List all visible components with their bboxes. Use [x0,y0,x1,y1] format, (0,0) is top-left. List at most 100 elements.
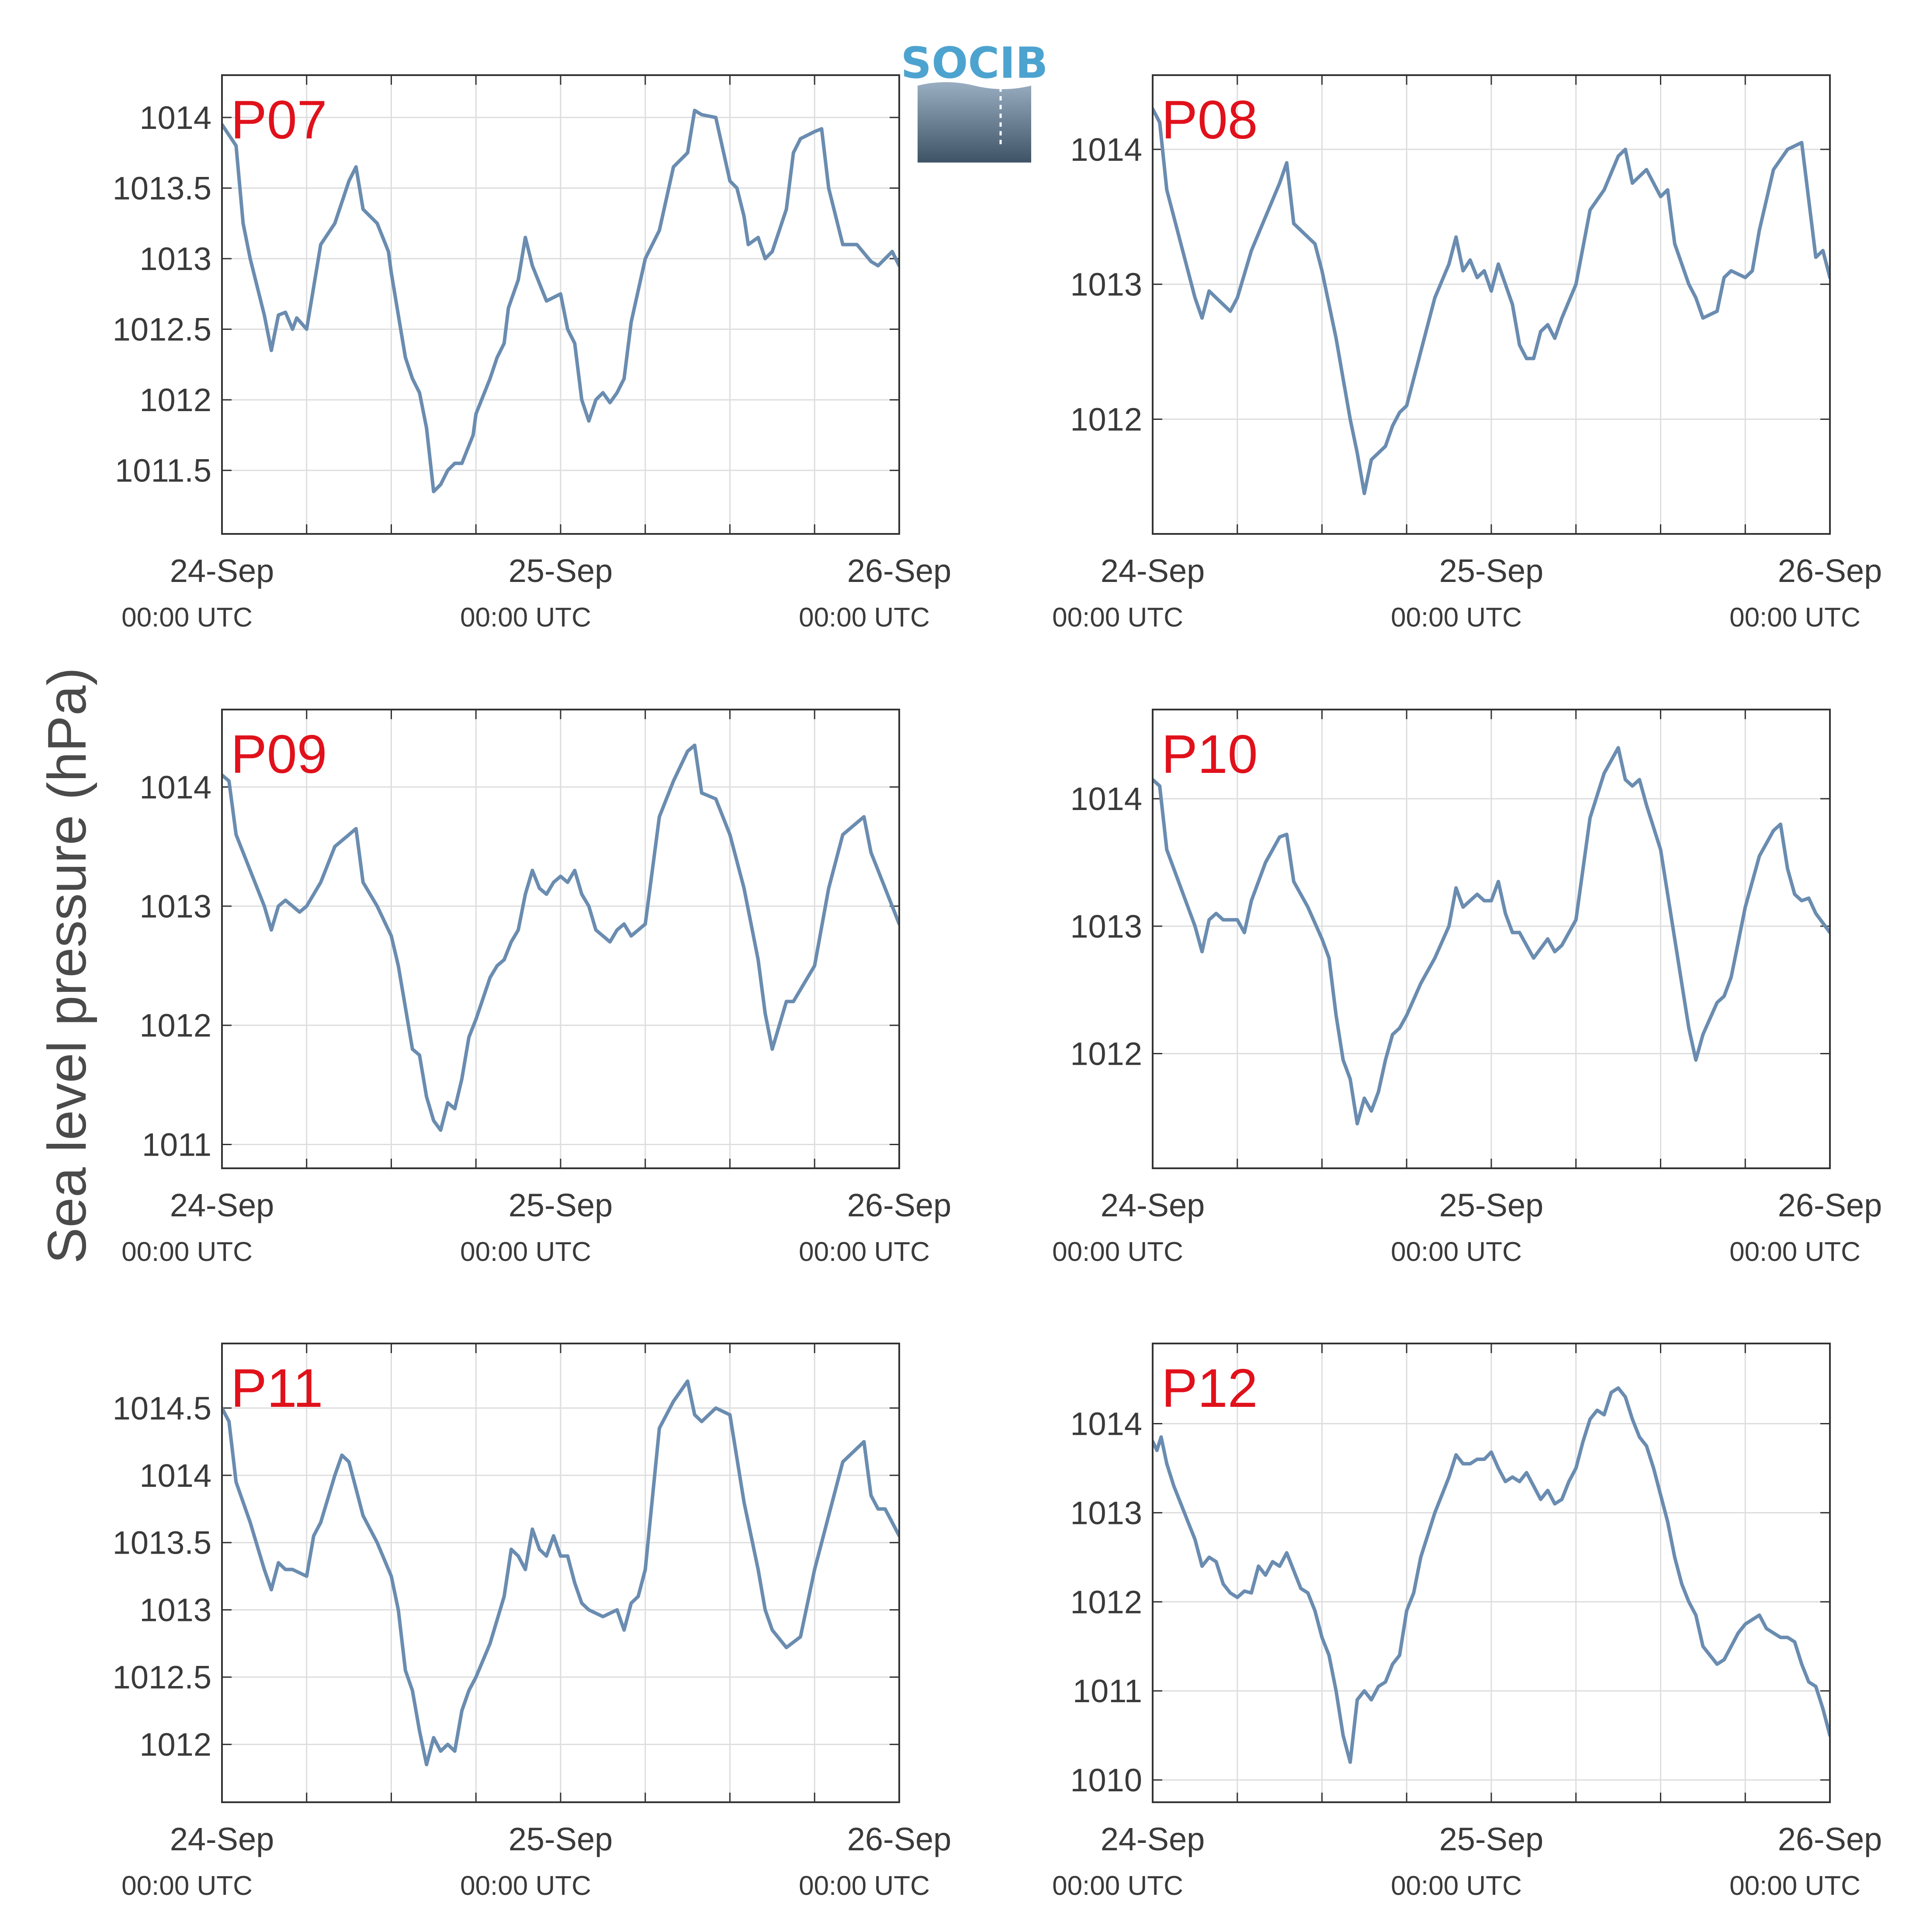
horizontal-gridlines [1153,1423,1830,1781]
logo-wordmark: SOCIB [901,38,1048,88]
panel-label: P10 [1161,724,1258,785]
plot-frame [221,74,900,535]
x-tick-date-label: 25-Sep [509,1821,613,1857]
x-tick-time-label: 00:00 UTC [121,1871,253,1901]
y-tick-label: 1014 [139,1458,211,1494]
x-tick-time-label: 00:00 UTC [121,602,253,633]
y-tick-label: 1013 [1070,267,1142,303]
y-tick-label: 1012 [139,382,211,418]
panels: 1011.5 1012 1012.5 1013 1013.5 1014 24-Sep 00:0… [113,74,1882,1901]
vertical-gridlines [306,75,815,534]
y-tick-label: 1014 [139,769,211,805]
x-tick-date-label: 26-Sep [847,1821,952,1857]
x-tick-time-label: 00:00 UTC [799,602,930,633]
plot-frame [221,709,900,1169]
plot-frame [1152,74,1831,535]
x-tick-date-label: 26-Sep [1778,1187,1882,1223]
x-tick-date-label: 26-Sep [1778,553,1882,589]
horizontal-gridlines [222,786,899,1145]
x-tick-time-label: 00:00 UTC [1729,1237,1861,1267]
y-tick-label: 1012 [1070,402,1142,438]
x-tick-time-label: 00:00 UTC [1052,602,1183,633]
x-tick-time-label: 00:00 UTC [799,1871,930,1901]
y-tick-label: 1014 [1070,132,1142,168]
y-tick-label: 1013 [1070,1495,1142,1531]
x-tick-date-label: 26-Sep [847,553,952,589]
x-tick-date-label: 25-Sep [509,1187,613,1223]
y-tick-label: 1013.5 [113,170,211,206]
x-tick-date-label: 24-Sep [170,553,274,589]
x-tick-time-label: 00:00 UTC [1729,1871,1861,1901]
panel-p12: 1010 1011 1012 1013 1014 24-Sep 00:00 UTC 25-Se… [1052,1343,1882,1901]
vertical-gridlines [1237,75,1746,534]
series-line [222,108,899,494]
series-line [222,1379,899,1766]
y-tick-label: 1013 [139,241,211,277]
y-tick-label: 1010 [1070,1762,1142,1798]
x-tick-time-label: 00:00 UTC [460,1237,591,1267]
x-tick-date-label: 25-Sep [1439,1187,1544,1223]
y-tick-label: 1011 [1073,1673,1142,1709]
y-tick-label: 1013 [139,888,211,924]
plot-frame [1152,709,1831,1169]
panel-label: P12 [1161,1358,1258,1419]
series-line [1153,107,1830,495]
y-tick-label: 1014 [139,100,211,136]
x-tick-date-label: 26-Sep [1778,1821,1882,1857]
x-tick-date-label: 24-Sep [1101,1187,1205,1223]
y-tick-label: 1014 [1070,1406,1142,1442]
panel-p11: 1012 1012.5 1013 1013.5 1014 1014.5 24-Sep 00:0… [113,1343,952,1901]
x-tick-date-label: 24-Sep [170,1187,274,1223]
x-tick-time-label: 00:00 UTC [1391,602,1522,633]
y-tick-label: 1014 [1070,781,1142,817]
y-tick-label: 1013 [139,1592,211,1628]
series-line [222,743,899,1132]
y-tick-label: 1012 [1070,1036,1142,1072]
panel-label: P08 [1161,90,1258,150]
x-tick-date-label: 25-Sep [509,553,613,589]
x-tick-time-label: 00:00 UTC [121,1237,253,1267]
y-tick-label: 1014.5 [113,1390,211,1426]
panel-p10: 1012 1013 1014 24-Sep 00:00 UTC 25-Sep 00:00 U… [1052,709,1882,1267]
x-tick-time-label: 00:00 UTC [1391,1871,1522,1901]
panel-label: P07 [231,90,327,150]
y-tick-label: 1012 [139,1727,211,1763]
y-tick-label: 1011 [142,1126,211,1163]
plot-frame [221,1343,900,1803]
panel-label: P09 [231,724,327,785]
horizontal-gridlines [222,117,899,471]
x-tick-date-label: 26-Sep [847,1187,952,1223]
y-tick-label: 1013.5 [113,1525,211,1561]
vertical-gridlines [306,710,815,1168]
panel-p09: 1011 1012 1013 1014 24-Sep 00:00 UTC 25-Sep 00:… [121,709,952,1267]
y-tick-label: 1012 [1070,1584,1142,1620]
y-tick-label: 1011.5 [115,453,211,489]
x-tick-time-label: 00:00 UTC [1052,1237,1183,1267]
x-tick-date-label: 24-Sep [170,1821,274,1857]
x-tick-time-label: 00:00 UTC [1729,602,1861,633]
x-tick-time-label: 00:00 UTC [460,602,591,633]
series-line [1153,746,1830,1125]
horizontal-gridlines [1153,798,1830,1054]
x-tick-date-label: 24-Sep [1101,553,1205,589]
logo-wave [918,82,1031,163]
series-line [1153,1386,1830,1764]
panel-p07: 1011.5 1012 1012.5 1013 1013.5 1014 24-Sep 00:0… [113,74,952,633]
y-tick-label: 1012 [139,1008,211,1044]
x-tick-time-label: 00:00 UTC [1391,1237,1522,1267]
panel-label: P11 [231,1358,323,1419]
vertical-gridlines [1237,1343,1746,1802]
x-tick-date-label: 25-Sep [1439,1821,1544,1857]
socib-logo: SOCIB [901,38,1048,163]
horizontal-gridlines [222,1407,899,1745]
y-tick-label: 1012.5 [113,312,211,348]
panel-p08: 1012 1013 1014 24-Sep 00:00 UTC 25-Sep 00:00 U… [1052,74,1882,633]
x-tick-date-label: 25-Sep [1439,553,1544,589]
x-tick-date-label: 24-Sep [1101,1821,1205,1857]
x-tick-time-label: 00:00 UTC [460,1871,591,1901]
y-axis-label: Sea level pressure (hPa) [37,668,97,1264]
y-tick-label: 1012.5 [113,1659,211,1696]
x-tick-time-label: 00:00 UTC [1052,1871,1183,1901]
plot-frame [1152,1343,1831,1803]
